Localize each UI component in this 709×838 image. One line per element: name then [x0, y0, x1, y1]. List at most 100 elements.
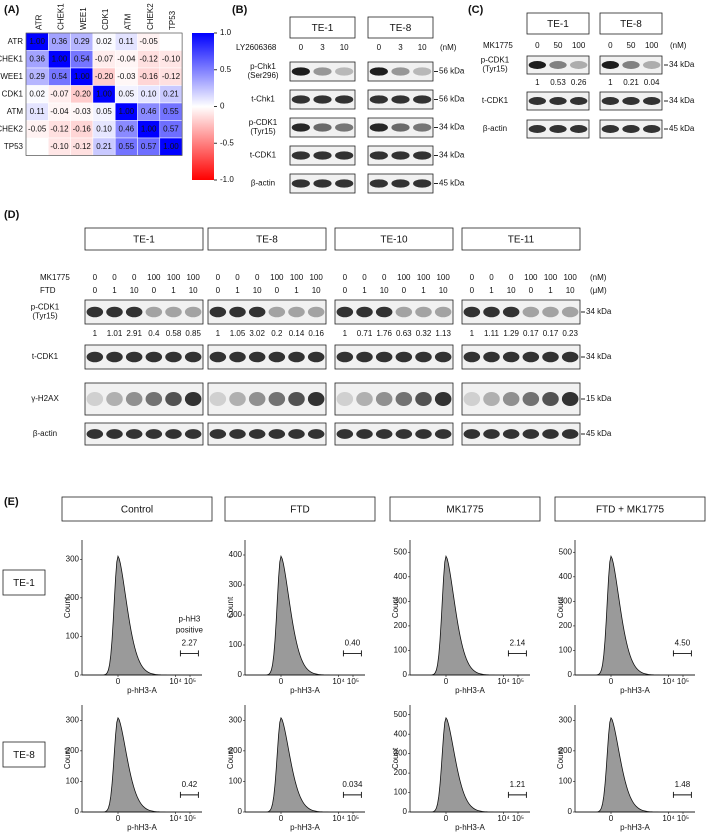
treatment-label: MK1775 [483, 41, 513, 50]
quantification: 1.29 [503, 329, 519, 338]
dose-label: 0 [275, 286, 280, 295]
x-tick-label: 10⁴ [662, 677, 675, 686]
dose-label: 0 [382, 273, 387, 282]
band [528, 125, 547, 133]
band [268, 351, 286, 363]
dose-label: 10 [189, 286, 198, 295]
band [307, 306, 325, 318]
band [86, 351, 104, 363]
dose-label: 3 [320, 43, 325, 52]
row-label: ATM [7, 107, 24, 116]
y-tick-label: 200 [559, 746, 573, 755]
dose-label: 10 [566, 286, 575, 295]
blot-label: (Tyr15) [250, 127, 276, 136]
band [336, 351, 354, 363]
dose-label: 1 [112, 286, 117, 295]
dose-label: 0 [235, 273, 240, 282]
blot-label: (Ser296) [247, 71, 278, 80]
colorbar [192, 33, 214, 180]
band [375, 391, 393, 407]
cell-line-box [461, 227, 581, 251]
y-tick-label: 300 [66, 715, 80, 724]
band [106, 391, 123, 407]
band [288, 351, 305, 363]
band [336, 391, 354, 407]
y-axis-label: Count [226, 747, 235, 769]
blot [334, 344, 454, 370]
band [125, 351, 143, 363]
histogram [82, 716, 202, 813]
y-tick-label: 0 [238, 807, 243, 816]
y-tick-label: 0 [568, 670, 573, 679]
cell-label: 0.11 [119, 37, 135, 46]
band [86, 429, 104, 439]
gate [179, 791, 199, 798]
y-tick-label: 0 [568, 807, 573, 816]
y-tick-label: 400 [394, 729, 408, 738]
band [106, 429, 123, 439]
gate-value: 4.50 [675, 639, 691, 648]
band [601, 125, 620, 133]
blot-label: p-CDK1 [31, 303, 60, 312]
band [522, 306, 540, 318]
dose-label: 10 [439, 286, 448, 295]
band [229, 351, 246, 363]
dose-label: 10 [253, 286, 262, 295]
band [502, 429, 520, 439]
kda-label: 34 kDa [439, 123, 465, 132]
band [463, 306, 481, 318]
dose-label: 0 [529, 286, 534, 295]
blot-label: t-CDK1 [482, 96, 509, 105]
band [483, 391, 500, 407]
quantification: 1.13 [435, 329, 451, 338]
cell-label: -0.10 [50, 142, 69, 151]
cell-line-box [207, 227, 327, 251]
x-axis-label: p-hH3-A [620, 823, 650, 832]
band [184, 306, 202, 318]
blot [207, 382, 327, 416]
kda-label: 34 kDa [439, 151, 465, 160]
dose-label: 100 [397, 273, 411, 282]
band [502, 306, 520, 318]
cell-line-box [289, 16, 356, 39]
dose-unit: (nM) [670, 41, 687, 50]
x-tick-label: 10⁴ [332, 677, 345, 686]
band [369, 179, 388, 188]
blot [207, 344, 327, 370]
band [483, 429, 500, 439]
dose-label: 10 [340, 43, 349, 52]
band [288, 429, 305, 439]
band [642, 125, 661, 133]
band [622, 125, 640, 133]
band [642, 97, 661, 105]
treatment-label: LY2606368 [236, 43, 277, 52]
x-tick-label: 10⁵ [677, 814, 689, 823]
y-tick-label: 200 [66, 746, 80, 755]
dose-label: 0 [299, 43, 304, 52]
column-label: WEE1 [79, 7, 88, 30]
cell-line-label: TE-1 [133, 235, 155, 246]
dose-label: 0 [112, 273, 117, 282]
row-label: WEE1 [0, 72, 23, 81]
gate [672, 650, 692, 657]
band [413, 179, 432, 188]
panel-label: (B) [232, 4, 248, 16]
cell-label: -0.03 [117, 72, 136, 81]
cell-line-box [224, 496, 376, 522]
blot [461, 382, 581, 416]
band [145, 306, 163, 318]
band [395, 351, 413, 363]
band [413, 123, 432, 132]
cell-label: -0.03 [73, 107, 92, 116]
blot [207, 422, 327, 446]
y-tick-label: 0 [403, 670, 408, 679]
dose-label: 0 [255, 273, 260, 282]
band [415, 429, 432, 439]
band [229, 306, 246, 318]
dose-label: 0 [216, 286, 221, 295]
blot [84, 422, 204, 446]
x-tick-label: 0 [609, 814, 614, 823]
y-tick-label: 100 [66, 777, 80, 786]
band [528, 97, 547, 105]
gate-value: 2.14 [510, 639, 526, 648]
